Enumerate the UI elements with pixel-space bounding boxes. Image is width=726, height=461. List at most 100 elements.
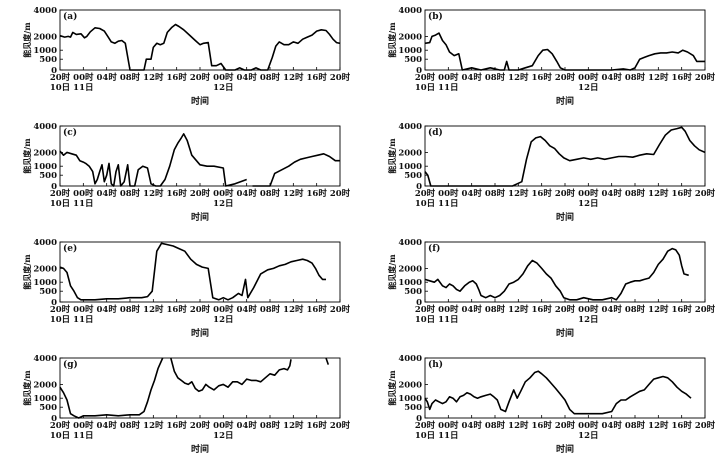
y-axis-label: 能见度/m (387, 254, 397, 290)
x-tick-label: 08时 (625, 304, 646, 315)
x-tick-label: 20时 (555, 72, 576, 83)
x-tick-label: 08时 (485, 304, 506, 315)
x-tick-label: 16时 (531, 420, 552, 431)
x-tick-label: 20时 (190, 72, 211, 83)
x-axis-label: 时间 (191, 443, 209, 455)
y-tick-label: 0 (51, 182, 57, 192)
y-tick-label: 0 (416, 66, 422, 76)
x-tick-label: 12时 (143, 72, 164, 83)
y-tick-label: 4000 (398, 6, 422, 16)
y-tick-label: 0 (51, 66, 57, 76)
visibility-series-line (424, 126, 706, 187)
x-tick-label: 12时 (508, 420, 529, 431)
x-tick-label: 00时 (438, 420, 459, 431)
x-tick-label: 04时 (96, 72, 117, 83)
x-tick-label: 20时 (50, 188, 71, 199)
y-tick-label: 2000 (33, 32, 57, 42)
y-tick-label: 500 (404, 171, 422, 181)
x-tick-label: 12时 (143, 304, 164, 315)
x-tick-label: 16时 (166, 188, 187, 199)
x-tick-label: 04时 (601, 304, 622, 315)
x-tick-label: 08时 (260, 72, 281, 83)
y-tick-label: 4000 (33, 6, 57, 16)
y-tick-label: 4000 (33, 238, 57, 248)
x-axis-label: 时间 (191, 95, 209, 107)
y-tick-label: 2000 (33, 380, 57, 390)
x-tick-label: 12时 (283, 72, 304, 83)
visibility-series-line (59, 357, 330, 419)
y-tick-label: 500 (39, 287, 57, 297)
x-tick-label: 20时 (190, 304, 211, 315)
x-tick-label: 20时 (695, 304, 716, 315)
date-label: 10日 (50, 431, 70, 441)
x-tick-label: 04时 (601, 72, 622, 83)
date-label: 11日 (73, 431, 93, 441)
x-tick-label: 16时 (671, 72, 692, 83)
x-tick-label: 16时 (306, 420, 327, 431)
x-tick-label: 16时 (306, 188, 327, 199)
panel-tag: (a) (63, 11, 77, 22)
x-tick-label: 08时 (625, 188, 646, 199)
x-axis-label: 时间 (191, 327, 209, 339)
x-tick-label: 04时 (601, 420, 622, 431)
x-tick-label: 00时 (578, 72, 599, 83)
date-label: 10日 (415, 199, 435, 209)
x-tick-label: 12时 (648, 304, 669, 315)
x-tick-label: 16时 (166, 304, 187, 315)
x-tick-label: 08时 (625, 420, 646, 431)
x-tick-label: 20时 (415, 72, 436, 83)
date-label: 10日 (415, 431, 435, 441)
y-tick-label: 2000 (398, 32, 422, 42)
x-tick-label: 08时 (120, 188, 141, 199)
y-tick-label: 500 (404, 403, 422, 413)
x-tick-label: 20时 (330, 188, 351, 199)
plot-frame (424, 241, 706, 303)
plot-frame (424, 9, 706, 71)
y-axis-label: 能见度/m (22, 254, 32, 290)
x-tick-label: 00时 (438, 304, 459, 315)
date-label: 12日 (578, 83, 598, 93)
x-tick-label: 04时 (96, 304, 117, 315)
x-axis-label: 时间 (556, 443, 574, 455)
x-tick-label: 00时 (73, 72, 94, 83)
x-tick-label: 04时 (236, 304, 257, 315)
panel-tag: (g) (63, 359, 78, 370)
y-tick-label: 2000 (33, 264, 57, 274)
date-label: 10日 (50, 83, 70, 93)
x-tick-label: 08时 (485, 188, 506, 199)
x-tick-label: 00时 (213, 420, 234, 431)
x-tick-label: 12时 (508, 72, 529, 83)
date-label: 12日 (213, 315, 233, 325)
x-tick-label: 04时 (461, 72, 482, 83)
x-tick-label: 20时 (555, 304, 576, 315)
y-tick-label: 0 (416, 298, 422, 308)
x-tick-label: 16时 (531, 188, 552, 199)
x-tick-label: 12时 (648, 420, 669, 431)
y-tick-label: 1000 (33, 394, 57, 404)
x-tick-label: 04时 (96, 188, 117, 199)
x-tick-label: 20时 (50, 72, 71, 83)
x-tick-label: 00时 (438, 188, 459, 199)
panel-tag: (d) (428, 127, 443, 138)
y-tick-label: 4000 (33, 354, 57, 364)
x-tick-label: 12时 (143, 188, 164, 199)
x-tick-label: 04时 (236, 72, 257, 83)
x-tick-label: 12时 (508, 304, 529, 315)
x-tick-label: 04时 (461, 304, 482, 315)
y-axis-label: 能见度/m (22, 138, 32, 174)
y-tick-label: 1000 (398, 394, 422, 404)
x-tick-label: 20时 (695, 420, 716, 431)
x-tick-label: 20时 (555, 420, 576, 431)
y-tick-label: 0 (51, 414, 57, 424)
x-tick-label: 08时 (260, 420, 281, 431)
y-tick-label: 500 (404, 287, 422, 297)
x-tick-label: 00时 (438, 72, 459, 83)
y-tick-label: 1000 (33, 46, 57, 56)
y-tick-label: 500 (39, 55, 57, 65)
x-tick-label: 20时 (330, 420, 351, 431)
